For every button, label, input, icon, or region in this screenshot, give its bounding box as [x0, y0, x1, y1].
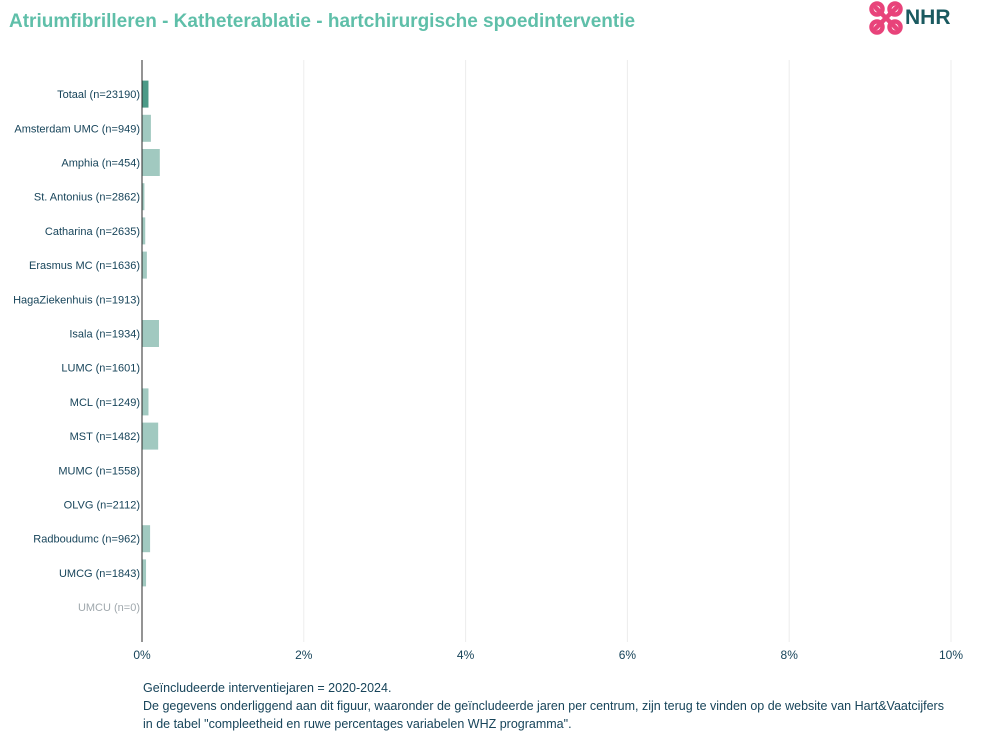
logo-text: NHR [905, 6, 951, 29]
x-tick-label: 2% [295, 648, 313, 662]
footnote-line-1: Geïncludeerde interventiejaren = 2020-20… [143, 681, 392, 695]
category-label: UMCU (n=0) [78, 602, 140, 614]
category-label: HagaZiekenhuis (n=1913) [13, 294, 140, 306]
bar [142, 217, 146, 245]
page-title: Atriumfibrilleren - Katheterablatie - ha… [9, 11, 636, 32]
bar [142, 251, 147, 279]
category-label: MST (n=1482) [70, 431, 140, 443]
footnote: Geïncludeerde interventiejaren = 2020-20… [143, 679, 988, 733]
footnote-line-2: De gegevens onderliggend aan dit figuur,… [143, 699, 944, 713]
bar [142, 183, 145, 211]
category-label: LUMC (n=1601) [61, 363, 140, 375]
footnote-line-3: in de tabel "compleetheid en ruwe percen… [143, 717, 572, 731]
bar [142, 388, 149, 416]
bar [142, 114, 151, 142]
nhr-logo: NHR [868, 0, 958, 36]
bar [142, 320, 159, 347]
category-label: Erasmus MC (n=1636) [29, 260, 140, 272]
category-label: MCL (n=1249) [70, 397, 140, 409]
category-label: OLVG (n=2112) [64, 500, 140, 512]
bar [142, 559, 147, 587]
x-tick-label: 4% [457, 648, 475, 662]
category-label: Amsterdam UMC (n=949) [14, 123, 140, 135]
x-tick-label: 10% [939, 648, 963, 662]
category-label: Amphia (n=454) [61, 158, 140, 170]
x-tick-label: 6% [619, 648, 637, 662]
category-label: Catharina (n=2635) [45, 226, 140, 238]
category-label: Isala (n=1934) [69, 329, 140, 341]
bar [142, 80, 149, 108]
bar [142, 422, 159, 450]
category-label: Radboudumc (n=962) [33, 534, 140, 546]
category-label: St. Antonius (n=2862) [34, 192, 140, 204]
category-label: MUMC (n=1558) [58, 465, 140, 477]
x-tick-label: 8% [781, 648, 799, 662]
nhr-logo-icon [869, 1, 903, 35]
bar [142, 525, 151, 553]
category-label: UMCG (n=1843) [59, 568, 140, 580]
category-label: Totaal (n=23190) [57, 89, 140, 101]
x-tick-label: 0% [133, 648, 151, 662]
bar [142, 149, 160, 176]
bar-chart: Totaal (n=23190) Amsterdam UMC (n=949) Amp… [13, 60, 963, 662]
